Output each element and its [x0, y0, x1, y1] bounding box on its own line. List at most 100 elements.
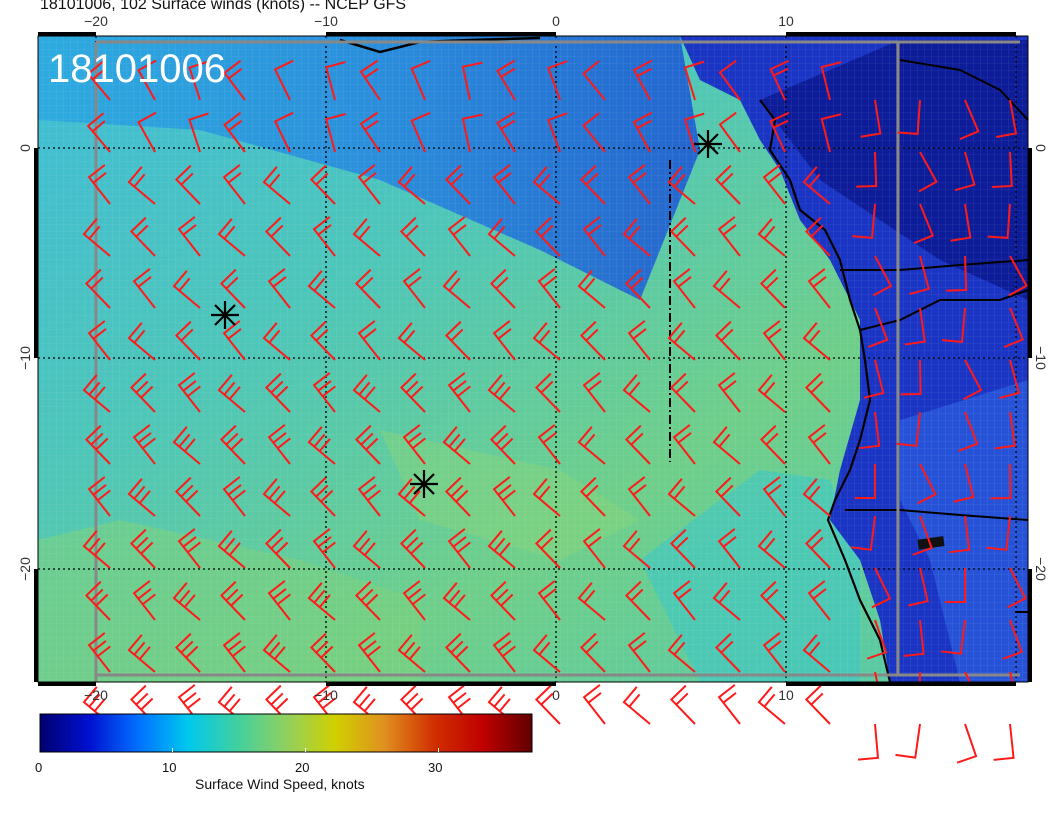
- wind-barb: [309, 320, 336, 361]
- wind-barb: [907, 567, 929, 607]
- wind-barb: [132, 424, 156, 465]
- wind-barb: [855, 464, 876, 499]
- lat-tick-right-2: −10: [1033, 346, 1049, 370]
- wind-barb: [487, 374, 516, 413]
- wind-barb: [632, 111, 653, 153]
- wind-barb: [492, 632, 516, 673]
- wind-barb: [909, 255, 931, 295]
- wind-barb: [264, 216, 291, 257]
- wind-barb: [1003, 307, 1025, 348]
- wind-barb: [582, 372, 606, 413]
- wind-barb: [956, 723, 978, 764]
- wind-barb: [622, 218, 651, 257]
- wind-barb: [946, 255, 968, 292]
- wind-barb: [624, 424, 651, 465]
- wind-barb: [547, 112, 568, 153]
- lon-tick-bottom-2: −10: [314, 687, 338, 703]
- wind-barb: [82, 374, 111, 413]
- wind-barb: [622, 374, 651, 413]
- wind-barb: [667, 166, 696, 205]
- wind-barb: [223, 112, 246, 153]
- wind-barb: [714, 632, 741, 673]
- wind-barb: [132, 268, 156, 309]
- wind-barb: [994, 411, 1016, 450]
- wind-barb: [852, 203, 876, 239]
- lon-tick-top-3: 0: [552, 13, 560, 29]
- wind-barb: [856, 151, 878, 188]
- wind-barb: [991, 151, 1013, 188]
- wind-barbs: [82, 59, 1028, 682]
- wind-barb: [267, 268, 291, 309]
- wind-barb: [309, 632, 336, 673]
- wind-barb: [582, 528, 606, 569]
- storm-center-2: [410, 470, 438, 498]
- wind-barb: [399, 216, 426, 257]
- wind-barb: [402, 268, 426, 309]
- wind-barb: [442, 582, 471, 621]
- wind-barb: [669, 372, 696, 413]
- wind-barb: [959, 99, 980, 141]
- wind-barb: [672, 580, 696, 621]
- wind-barb: [632, 59, 653, 101]
- wind-barb: [627, 320, 651, 361]
- wind-barb: [177, 372, 201, 413]
- wind-barb: [402, 424, 426, 465]
- wind-barb: [532, 634, 561, 673]
- wind-barb: [918, 151, 938, 193]
- wind-barb: [582, 216, 606, 257]
- wind-barb: [127, 322, 156, 361]
- wind-barb: [804, 372, 831, 413]
- wind-barb: [871, 567, 892, 609]
- wind-barb: [188, 112, 209, 153]
- wind-barb: [489, 268, 516, 309]
- wind-barb: [86, 60, 111, 101]
- wind-barb: [769, 59, 790, 101]
- wind-barb: [402, 580, 426, 621]
- domain-box: [94, 40, 1020, 682]
- wind-barb: [717, 216, 741, 257]
- lat-tick-left-2: −10: [17, 346, 33, 370]
- wind-barb: [359, 111, 381, 153]
- colorbar-label-30: 30: [428, 760, 443, 775]
- wind-barb: [87, 632, 111, 673]
- wind-barb: [84, 268, 111, 309]
- wind-barb: [807, 268, 831, 309]
- wind-barb: [990, 463, 1012, 500]
- wind-barb: [669, 684, 696, 725]
- wind-barb: [714, 476, 741, 517]
- wind-barb: [219, 580, 246, 621]
- wind-barb: [492, 476, 516, 517]
- wind-barb: [627, 632, 651, 673]
- wind-barb: [174, 320, 201, 361]
- wind-barb: [307, 582, 336, 621]
- wind-barb: [461, 61, 483, 101]
- wind-barb: [262, 322, 291, 361]
- wind-barb: [718, 111, 741, 153]
- wind-barb: [900, 359, 922, 396]
- wind-barb: [850, 515, 876, 551]
- lon-tick-bottom-1: −20: [84, 687, 108, 703]
- wind-barb: [399, 372, 426, 413]
- wind-barb: [1002, 619, 1023, 660]
- wind-barb: [534, 372, 561, 413]
- wind-barb: [273, 59, 294, 101]
- wind-barb: [683, 60, 705, 101]
- wind-barb: [496, 59, 516, 101]
- wind-barb: [804, 528, 831, 569]
- wind-barb: [714, 320, 741, 361]
- wind-barb: [312, 528, 336, 569]
- wind-barb: [712, 270, 741, 309]
- wind-barb: [262, 634, 291, 673]
- wind-barb: [802, 322, 831, 361]
- wind-barb: [1007, 567, 1027, 609]
- wind-barb: [579, 476, 606, 517]
- wind-barb: [410, 111, 431, 153]
- wind-barb: [986, 515, 1011, 551]
- wind-barb: [127, 166, 156, 205]
- colorbar-title: Surface Wind Speed, knots: [195, 776, 365, 792]
- wind-barb: [807, 424, 831, 465]
- storm-center-3: [694, 130, 722, 158]
- wind-barb: [354, 424, 381, 465]
- wind-barb: [223, 60, 246, 101]
- wind-barb: [444, 476, 471, 517]
